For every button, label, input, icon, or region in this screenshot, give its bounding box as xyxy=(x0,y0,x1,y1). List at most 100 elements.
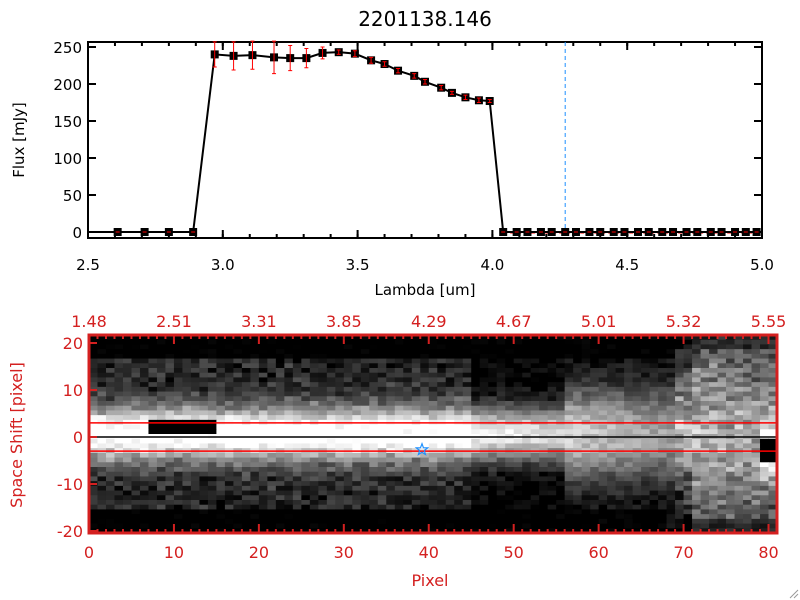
heatmap-cell xyxy=(505,405,515,411)
resize-grip-icon[interactable] xyxy=(789,589,799,599)
heatmap-cell xyxy=(360,396,370,402)
heatmap-cell xyxy=(309,429,319,435)
heatmap-cell xyxy=(199,335,209,341)
heatmap-cell xyxy=(190,382,200,388)
heatmap-cell xyxy=(403,438,413,444)
heatmap-cell xyxy=(590,490,600,496)
heatmap-cell xyxy=(199,514,209,520)
heatmap-cell xyxy=(224,424,234,430)
heatmap-cell xyxy=(437,377,447,383)
heatmap-cell xyxy=(547,349,557,355)
heatmap-cell xyxy=(165,481,175,487)
heatmap-cell xyxy=(309,476,319,482)
heatmap-cell xyxy=(624,485,633,491)
heatmap-cell xyxy=(89,495,98,501)
heatmap-cell xyxy=(615,424,625,430)
heatmap-cell xyxy=(89,368,98,374)
heatmap-cell xyxy=(258,363,268,369)
heatmap-cell xyxy=(615,518,625,524)
heatmap-cell xyxy=(607,509,617,515)
heatmap-cell xyxy=(683,523,693,529)
heatmap-cell xyxy=(224,353,234,359)
heatmap-cell xyxy=(156,377,166,383)
heatmap-cell xyxy=(709,386,718,392)
heatmap-cell xyxy=(428,353,438,359)
heatmap-cell xyxy=(726,391,735,397)
heatmap-cell xyxy=(241,353,251,359)
heatmap-cell xyxy=(199,386,209,392)
heatmap-cell xyxy=(522,339,532,345)
heatmap-cell xyxy=(760,429,769,435)
heatmap-cell xyxy=(411,382,421,388)
heatmap-cell xyxy=(275,518,285,524)
heatmap-cell xyxy=(471,500,481,506)
heatmap-cell xyxy=(284,518,294,524)
heatmap-cell xyxy=(97,504,107,510)
heatmap-cell xyxy=(760,396,769,402)
heatmap-cell xyxy=(768,528,778,534)
heatmap-cell xyxy=(573,481,583,487)
heatmap-cell xyxy=(105,471,115,477)
heatmap-cell xyxy=(488,467,498,473)
heatmap-cell xyxy=(360,452,370,458)
heatmap-cell xyxy=(97,509,107,515)
heatmap-cell xyxy=(513,462,523,468)
heatmap-cell xyxy=(352,443,362,449)
heatmap-cell xyxy=(471,396,481,402)
top-x-tick-label: 4.29 xyxy=(411,312,447,331)
heatmap-cell xyxy=(641,415,650,421)
heatmap-cell xyxy=(513,443,523,449)
heatmap-cell xyxy=(522,424,532,430)
heatmap-cell xyxy=(258,518,268,524)
heatmap-cell xyxy=(479,481,489,487)
heatmap-cell xyxy=(233,495,243,501)
heatmap-cell xyxy=(513,452,523,458)
heatmap-cell xyxy=(352,523,362,529)
heatmap-cell xyxy=(675,335,684,341)
heatmap-cell xyxy=(556,382,566,388)
heatmap-cell xyxy=(658,438,667,444)
heatmap-cell xyxy=(445,518,455,524)
heatmap-cell xyxy=(241,401,251,407)
heatmap-cell xyxy=(692,363,701,369)
heatmap-cell xyxy=(369,443,379,449)
heatmap-cell xyxy=(301,405,311,411)
heatmap-cell xyxy=(539,396,549,402)
heatmap-cell xyxy=(768,368,778,374)
heatmap-cell xyxy=(547,424,557,430)
heatmap-cell xyxy=(97,358,107,364)
heatmap-cell xyxy=(190,405,200,411)
heatmap-cell xyxy=(615,344,625,350)
heatmap-cell xyxy=(607,391,617,397)
heatmap-cell xyxy=(105,523,115,529)
heatmap-cell xyxy=(267,514,277,520)
heatmap-cell xyxy=(454,410,464,416)
heatmap-cell xyxy=(700,358,710,364)
heatmap-cell xyxy=(590,509,600,515)
heatmap-cell xyxy=(216,438,226,444)
heatmap-cell xyxy=(89,429,98,435)
heatmap-cell xyxy=(768,476,778,482)
heatmap-cell xyxy=(250,429,260,435)
heatmap-cell xyxy=(462,495,472,501)
heatmap-cell xyxy=(250,377,260,383)
heatmap-cell xyxy=(275,358,285,364)
heatmap-cell xyxy=(581,462,591,468)
heatmap-cell xyxy=(607,452,617,458)
heatmap-cell xyxy=(547,391,557,397)
heatmap-cell xyxy=(768,405,778,411)
heatmap-cell xyxy=(658,410,667,416)
heatmap-cell xyxy=(377,353,387,359)
heatmap-cell xyxy=(267,500,277,506)
heatmap-cell xyxy=(539,405,549,411)
heatmap-cell xyxy=(462,349,472,355)
heatmap-cell xyxy=(462,339,472,345)
heatmap-cell xyxy=(403,509,413,515)
heatmap-cell xyxy=(343,386,353,392)
heatmap-cell xyxy=(114,410,124,416)
heatmap-cell xyxy=(768,523,778,529)
heatmap-cell xyxy=(734,339,744,345)
heatmap-cell xyxy=(709,438,718,444)
heatmap-cell xyxy=(683,490,693,496)
heatmap-cell xyxy=(675,344,684,350)
